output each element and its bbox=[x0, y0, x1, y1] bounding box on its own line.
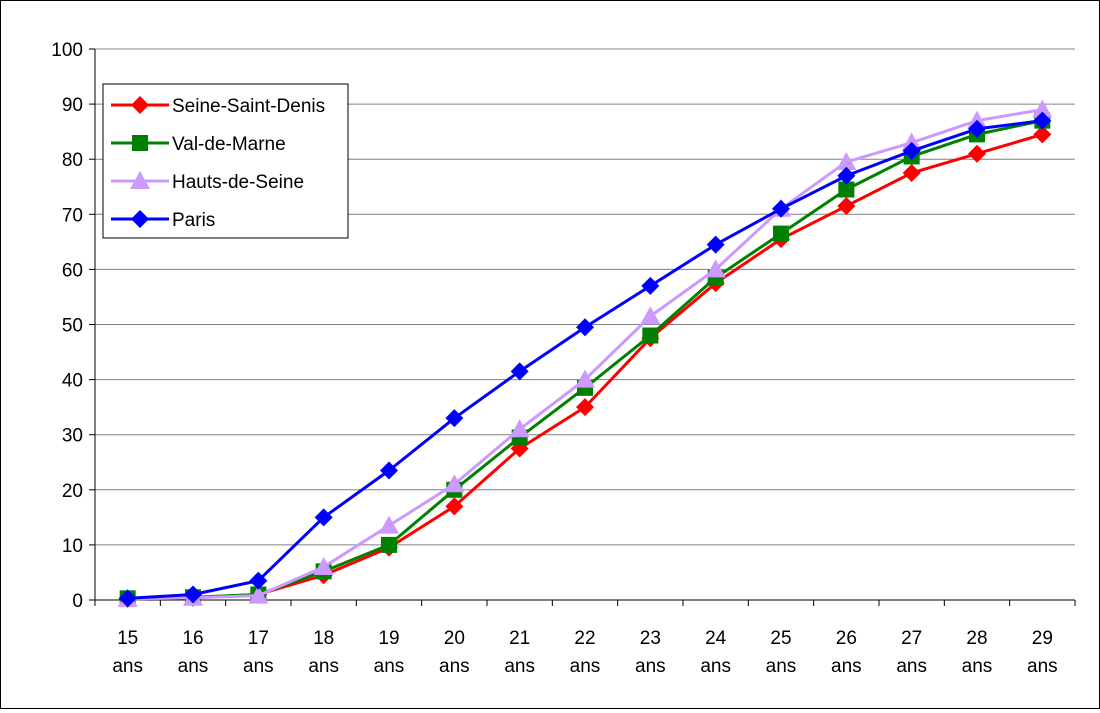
data-point bbox=[249, 571, 268, 590]
data-point bbox=[380, 461, 398, 480]
data-point bbox=[576, 398, 594, 417]
legend-swatch-marker bbox=[132, 135, 148, 151]
data-point bbox=[772, 199, 790, 218]
x-tick-label: ans bbox=[112, 656, 143, 677]
data-point bbox=[184, 585, 202, 604]
data-point bbox=[640, 306, 661, 325]
data-point bbox=[901, 132, 922, 151]
y-tick-label: 70 bbox=[62, 205, 83, 226]
x-tick-label: 22 bbox=[574, 628, 595, 649]
data-point bbox=[444, 474, 465, 493]
x-tick-label: ans bbox=[766, 656, 797, 677]
y-tick-label: 0 bbox=[72, 591, 83, 612]
data-point bbox=[509, 419, 530, 438]
series-hauts-de-seine bbox=[117, 99, 1053, 607]
x-tick-label: ans bbox=[178, 656, 209, 677]
x-tick-label: 24 bbox=[705, 628, 727, 649]
y-tick-label: 90 bbox=[62, 95, 83, 116]
data-point bbox=[773, 225, 789, 242]
y-tick-label: 100 bbox=[51, 40, 83, 61]
data-point bbox=[641, 276, 660, 295]
data-point bbox=[1032, 99, 1053, 118]
x-tick-label: 20 bbox=[444, 628, 465, 649]
legend-item: Seine-Saint-Denis bbox=[111, 96, 325, 117]
y-tick-label: 20 bbox=[62, 481, 83, 502]
legend-label: Seine-Saint-Denis bbox=[172, 96, 325, 117]
data-point bbox=[902, 141, 921, 160]
data-point bbox=[118, 589, 137, 608]
y-tick-label: 80 bbox=[62, 150, 83, 171]
legend: Seine-Saint-Denis Val-de-Marne Hauts-de-Se… bbox=[102, 83, 349, 239]
legend-swatch-marker bbox=[131, 96, 149, 114]
data-point bbox=[968, 119, 986, 138]
data-point bbox=[838, 181, 855, 198]
legend-item: Paris bbox=[111, 210, 215, 231]
data-point bbox=[313, 556, 334, 575]
data-point bbox=[837, 197, 856, 216]
x-tick-label: 28 bbox=[966, 628, 987, 649]
x-tick-label: 18 bbox=[313, 628, 334, 649]
series-layer bbox=[117, 99, 1053, 608]
data-point bbox=[379, 515, 399, 534]
y-tick-label: 40 bbox=[62, 371, 83, 392]
x-tick-label: 23 bbox=[640, 628, 661, 649]
series-paris bbox=[118, 111, 1052, 608]
legend-label: Val-de-Marne bbox=[172, 134, 286, 155]
data-point bbox=[576, 318, 594, 337]
data-point bbox=[510, 362, 529, 381]
axis-layer: 0 10 20 30 40 50 60 70 80 90 100 15 ans 16 ans 17 ans 18 a… bbox=[51, 40, 1076, 677]
data-point bbox=[902, 163, 921, 182]
data-point bbox=[381, 536, 397, 553]
data-point bbox=[705, 259, 726, 278]
data-point bbox=[575, 369, 595, 388]
data-point bbox=[968, 144, 986, 163]
legend-label: Hauts-de-Seine bbox=[172, 172, 304, 193]
x-tick-label: 21 bbox=[509, 628, 530, 649]
x-tick-label: ans bbox=[1027, 656, 1058, 677]
x-tick-label: ans bbox=[570, 656, 601, 677]
x-tick-label: 26 bbox=[836, 628, 857, 649]
x-tick-label: ans bbox=[439, 656, 470, 677]
x-tick-label: ans bbox=[896, 656, 927, 677]
y-tick-label: 50 bbox=[62, 316, 83, 337]
x-tick-label: ans bbox=[243, 656, 274, 677]
x-tick-label: 16 bbox=[182, 628, 203, 649]
x-tick-label: 17 bbox=[248, 628, 269, 649]
data-point bbox=[642, 327, 659, 344]
x-tick-label: ans bbox=[635, 656, 666, 677]
legend-item: Val-de-Marne bbox=[111, 134, 286, 155]
data-point bbox=[248, 585, 269, 604]
data-point bbox=[837, 166, 856, 185]
x-tick-label: 19 bbox=[378, 628, 399, 649]
x-tick-label: 25 bbox=[770, 628, 791, 649]
data-point bbox=[836, 151, 857, 170]
legend-label: Paris bbox=[172, 210, 215, 231]
legend-swatch-marker bbox=[130, 171, 150, 189]
x-tick-label: 27 bbox=[901, 628, 922, 649]
x-tick-label: ans bbox=[962, 656, 993, 677]
data-point bbox=[445, 409, 464, 428]
legend-swatch-marker bbox=[131, 210, 149, 228]
x-tick-label: ans bbox=[374, 656, 405, 677]
legend-item: Hauts-de-Seine bbox=[111, 171, 304, 193]
x-tick-label: ans bbox=[308, 656, 339, 677]
data-point bbox=[445, 497, 464, 516]
y-tick-label: 10 bbox=[62, 536, 83, 557]
y-tick-label: 60 bbox=[62, 260, 83, 281]
y-tick-label: 30 bbox=[62, 426, 83, 447]
data-point bbox=[1033, 125, 1052, 144]
data-point bbox=[706, 235, 725, 254]
x-tick-label: 15 bbox=[117, 628, 138, 649]
x-tick-label: ans bbox=[504, 656, 535, 677]
data-point bbox=[967, 110, 987, 129]
x-tick-label: ans bbox=[700, 656, 731, 677]
x-tick-label: ans bbox=[831, 656, 862, 677]
x-tick-label: 29 bbox=[1032, 628, 1053, 649]
data-point bbox=[1033, 111, 1052, 130]
